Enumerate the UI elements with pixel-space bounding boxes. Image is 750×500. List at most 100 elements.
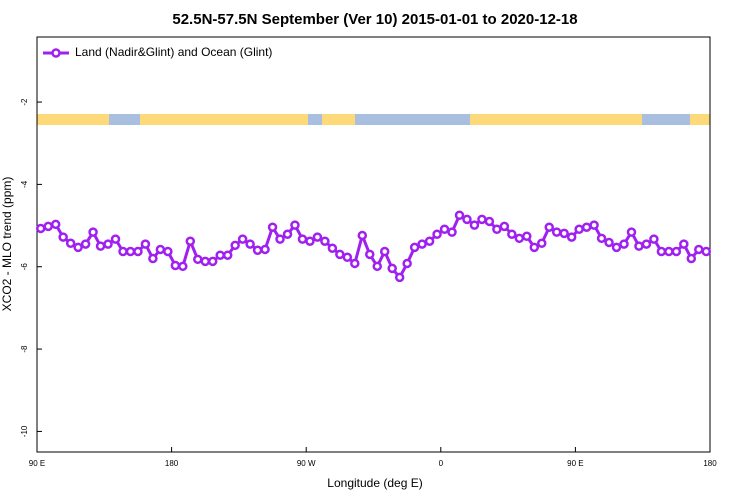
plot-frame <box>36 36 711 453</box>
data-point <box>58 232 68 242</box>
data-point <box>80 239 91 249</box>
data-point <box>193 254 203 265</box>
data-point <box>589 220 599 230</box>
data-point <box>432 229 442 239</box>
data-point <box>185 236 196 246</box>
data-point <box>260 244 270 255</box>
data-point <box>694 244 704 255</box>
data-point <box>350 258 360 269</box>
x-axis-label: Longitude (deg E) <box>327 476 422 490</box>
data-point <box>163 246 173 257</box>
data-point <box>656 246 667 257</box>
data-point <box>155 244 166 255</box>
data-point <box>462 214 472 225</box>
data-point <box>394 272 405 283</box>
data-point <box>133 246 143 257</box>
data-point <box>230 240 240 251</box>
data-point <box>140 239 151 249</box>
data-point <box>604 237 614 248</box>
data-point <box>357 230 368 241</box>
land-ocean-strip <box>37 114 710 125</box>
data-point <box>237 234 248 244</box>
y-tick-label: -6 <box>20 263 29 271</box>
data-point <box>275 234 285 244</box>
data-point <box>402 258 412 269</box>
data-point <box>686 253 697 264</box>
data-point <box>522 231 532 242</box>
data-point <box>454 210 465 221</box>
data-point <box>439 224 450 235</box>
data-point <box>178 261 188 272</box>
data-point <box>222 250 233 260</box>
data-point <box>379 246 390 257</box>
x-tick-label: 180 <box>703 459 717 468</box>
data-point <box>327 243 338 253</box>
data-point <box>409 242 420 253</box>
data-point <box>118 246 128 257</box>
data-point <box>574 224 584 235</box>
data-point <box>619 239 629 249</box>
x-tick-label: 90 E <box>29 459 45 468</box>
data-point <box>679 239 689 249</box>
data-point <box>447 227 457 237</box>
data-point <box>596 233 607 244</box>
data-point <box>65 238 76 249</box>
data-point <box>95 241 106 251</box>
data-point <box>492 224 502 235</box>
data-point <box>387 263 397 274</box>
x-tick-label: 0 <box>439 459 444 468</box>
data-point <box>252 245 263 256</box>
data-point <box>469 220 480 230</box>
data-point <box>507 229 517 239</box>
data-point <box>110 234 121 244</box>
data-point <box>290 220 300 230</box>
data-point <box>215 250 225 260</box>
data-point <box>43 221 53 232</box>
data-point <box>148 253 158 264</box>
data-point <box>200 256 210 267</box>
data-point <box>365 249 375 260</box>
data-point <box>312 232 323 242</box>
chart-title: 52.5N-57.5N September (Ver 10) 2015-01-0… <box>172 11 577 28</box>
data-point <box>245 239 255 249</box>
data-point <box>664 246 674 257</box>
data-point <box>305 236 315 246</box>
data-point <box>372 261 382 272</box>
data-point <box>207 256 218 267</box>
data-point <box>581 222 592 232</box>
x-tick-label: 180 <box>165 459 179 468</box>
data-point <box>641 239 652 249</box>
legend-marker <box>51 48 61 58</box>
x-tick-label: 90 W <box>297 459 316 468</box>
y-axis-label: XCO2 - MLO trend (ppm) <box>0 177 14 312</box>
y-tick-label: -10 <box>20 425 29 437</box>
data-point <box>611 242 622 253</box>
data-point <box>634 241 644 251</box>
y-tick-label: -4 <box>20 180 29 188</box>
data-point <box>282 229 293 239</box>
data-point <box>551 227 562 237</box>
x-tick-label: 90 E <box>567 459 583 468</box>
data-point <box>626 227 637 237</box>
data-point <box>417 239 427 249</box>
data-point <box>701 246 712 257</box>
data-point <box>125 246 136 257</box>
data-point <box>170 260 181 271</box>
data-point <box>424 236 435 246</box>
data-point <box>671 246 682 257</box>
data-point <box>514 233 525 244</box>
data-point <box>73 242 83 253</box>
data-point <box>529 242 540 253</box>
data-point <box>566 232 577 242</box>
data-point <box>88 227 98 237</box>
y-tick-label: -8 <box>20 345 29 353</box>
data-point <box>50 219 61 230</box>
data-point <box>103 239 113 249</box>
data-point <box>559 228 569 239</box>
data-point <box>35 223 46 234</box>
legend-label: Land (Nadir&Glint) and Ocean (Glint) <box>75 45 272 59</box>
data-point <box>342 252 353 263</box>
data-point <box>335 249 345 260</box>
data-point <box>320 236 330 246</box>
